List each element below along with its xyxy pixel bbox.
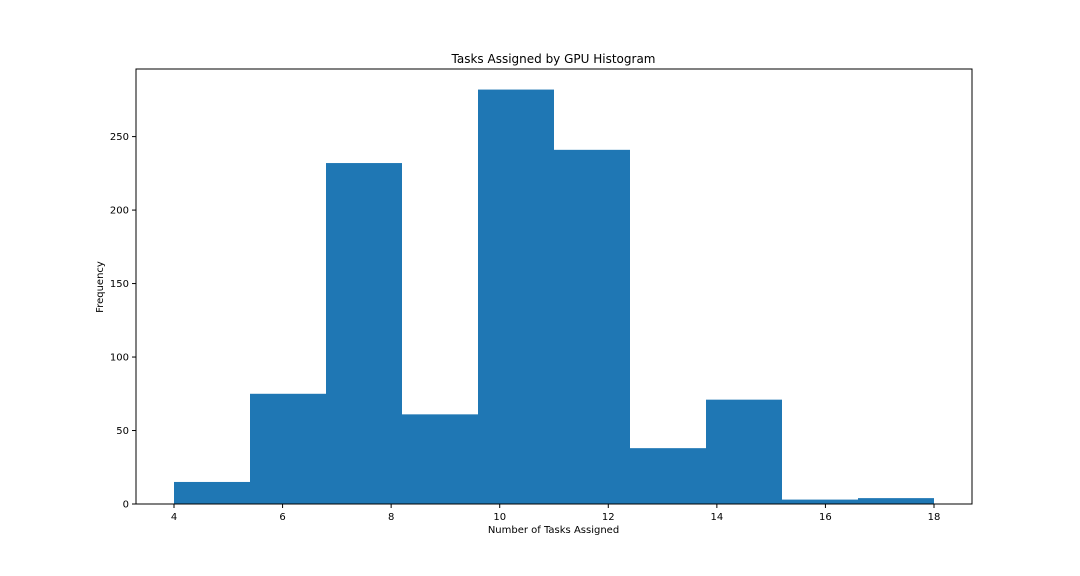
x-tick-label: 6 [279,512,285,523]
histogram-bar [326,163,402,504]
y-tick-label: 150 [110,279,129,290]
x-tick-label: 8 [388,512,394,523]
histogram-bar [706,399,782,504]
x-tick-label: 4 [171,512,177,523]
x-tick-label: 10 [493,512,506,523]
y-tick-label: 50 [116,426,129,437]
histogram-bar [478,89,554,504]
histogram-bar [250,393,326,504]
x-axis-ticks: 4 6 8 10 12 14 16 18 [171,504,941,523]
y-tick-label: 100 [110,353,129,364]
histogram-bar [174,481,250,504]
x-tick-label: 18 [928,512,941,523]
y-tick-label: 200 [110,206,129,217]
y-tick-label: 250 [110,132,129,143]
bars-group [174,89,934,504]
x-axis-label: Number of Tasks Assigned [488,525,619,536]
histogram-bar [782,499,858,504]
histogram-bar [402,414,478,504]
histogram-bar [554,149,630,504]
x-tick-label: 12 [602,512,615,523]
y-axis-ticks: 0 50 100 150 200 250 [110,132,136,511]
histogram-bar [858,498,934,504]
y-axis-label: Frequency [95,261,106,313]
y-tick-label: 0 [123,500,129,511]
x-tick-label: 14 [710,512,723,523]
plot-frame [135,68,973,505]
histogram-bar [630,448,706,504]
chart-title: Tasks Assigned by GPU Histogram [451,52,656,66]
x-tick-label: 16 [819,512,832,523]
